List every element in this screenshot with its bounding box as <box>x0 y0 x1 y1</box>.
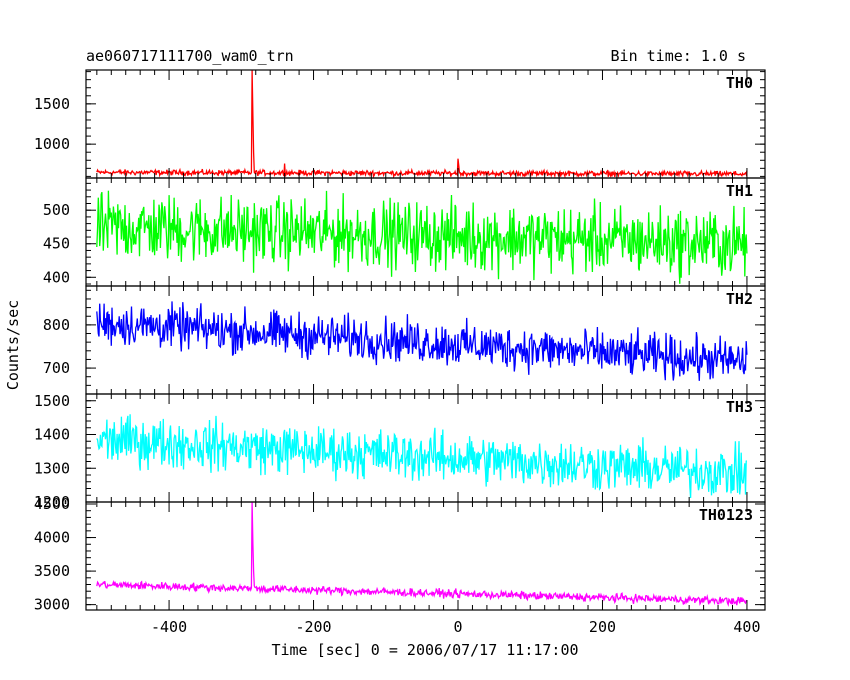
chart-title: ae060717111700_wam0_trn <box>86 47 294 65</box>
panel-th1: 400 450 500 TH1 <box>43 177 766 287</box>
x-tick-label: 0 <box>453 618 462 636</box>
panel-name-label: TH0 <box>726 74 753 92</box>
panel-th3: 1200 1300 1400 1500 TH3 <box>34 392 766 511</box>
panel-th0: 1000 1500 TH0 <box>34 69 766 179</box>
series-line-th3 <box>96 414 748 499</box>
y-axis-label: Counts/sec <box>4 300 22 390</box>
y-tick-label: 1200 <box>34 493 70 511</box>
y-tick-label: 1300 <box>34 459 70 477</box>
x-tick-label: -200 <box>295 618 331 636</box>
panel-frame <box>85 69 766 179</box>
panel-th0123: 3000 3500 4000 4500 TH0123 <box>34 495 766 614</box>
y-tick-label: 500 <box>43 201 70 219</box>
y-tick-label: 700 <box>43 359 70 377</box>
panel-name-label: TH1 <box>726 182 753 200</box>
y-tick-label: 1400 <box>34 426 70 444</box>
y-tick-label: 400 <box>43 268 70 286</box>
y-tick-label: 3500 <box>34 562 70 580</box>
y-tick-label: 4500 <box>34 495 70 513</box>
x-axis-label: Time [sec] 0 = 2006/07/17 11:17:00 <box>271 641 578 659</box>
series-line-th0123 <box>96 502 748 608</box>
y-tick-label: 450 <box>43 235 70 253</box>
bin-time-label: Bin time: 1.0 s <box>611 47 746 65</box>
series-line-th1 <box>96 190 748 284</box>
y-tick-label: 4000 <box>34 529 70 547</box>
panel-name-label: TH3 <box>726 398 753 416</box>
y-tick-label: 1000 <box>34 135 70 153</box>
y-tick-label: 800 <box>43 316 70 334</box>
x-tick-label: -400 <box>151 618 187 636</box>
panels-group: 1000 1500 TH0 400 450 500 TH1 700 800 TH2 1200 1300… <box>34 69 766 614</box>
y-tick-label: 3000 <box>34 596 70 614</box>
x-axis: -400 -200 0 200 400 <box>151 618 760 636</box>
y-tick-label: 1500 <box>34 95 70 113</box>
x-tick-label: 200 <box>589 618 616 636</box>
x-tick-label: 400 <box>733 618 760 636</box>
panel-name-label: TH0123 <box>699 506 753 524</box>
series-line-th2 <box>96 301 748 381</box>
panel-frame <box>85 501 766 611</box>
y-tick-label: 1500 <box>34 392 70 410</box>
panel-name-label: TH2 <box>726 290 753 308</box>
series-line-th0 <box>96 70 748 178</box>
panel-th2: 700 800 TH2 <box>43 285 766 395</box>
